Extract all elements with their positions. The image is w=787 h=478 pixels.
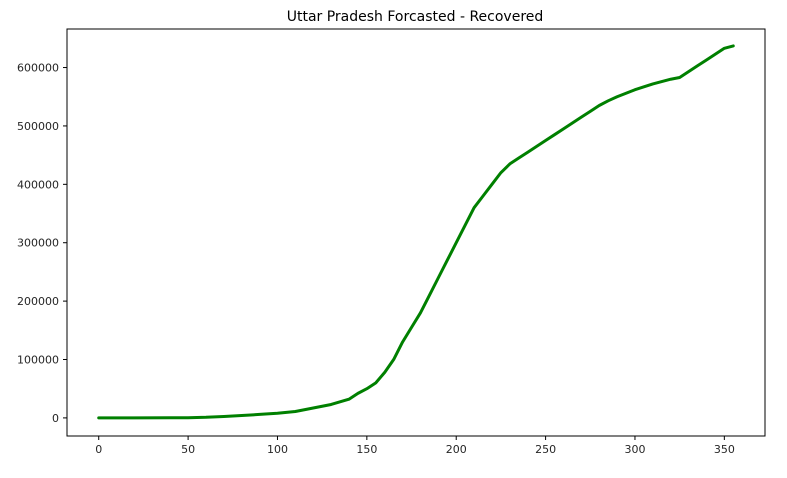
x-axis: 0 50 100 150 200 250 300 350 [95, 436, 735, 456]
x-tick-label: 350 [714, 443, 735, 456]
y-tick-label: 100000 [17, 354, 59, 367]
x-tick-label: 0 [95, 443, 102, 456]
x-tick-label: 250 [535, 443, 556, 456]
y-axis: 0 100000 200000 300000 400000 500000 600000 [17, 62, 67, 425]
y-tick-label: 500000 [17, 120, 59, 133]
x-tick-label: 100 [267, 443, 288, 456]
y-tick-label: 0 [52, 412, 59, 425]
y-tick-label: 200000 [17, 295, 59, 308]
x-tick-label: 150 [356, 443, 377, 456]
y-tick-label: 300000 [17, 237, 59, 250]
series-line [97, 44, 735, 420]
plot-area-frame [66, 28, 766, 437]
x-tick-label: 50 [181, 443, 195, 456]
chart-title: Uttar Pradesh Forcasted - Recovered [287, 9, 544, 25]
y-tick-label: 400000 [17, 178, 59, 191]
x-tick-label: 200 [446, 443, 467, 456]
series-layer [97, 44, 735, 420]
y-tick-label: 600000 [17, 62, 59, 75]
x-tick-label: 300 [624, 443, 645, 456]
